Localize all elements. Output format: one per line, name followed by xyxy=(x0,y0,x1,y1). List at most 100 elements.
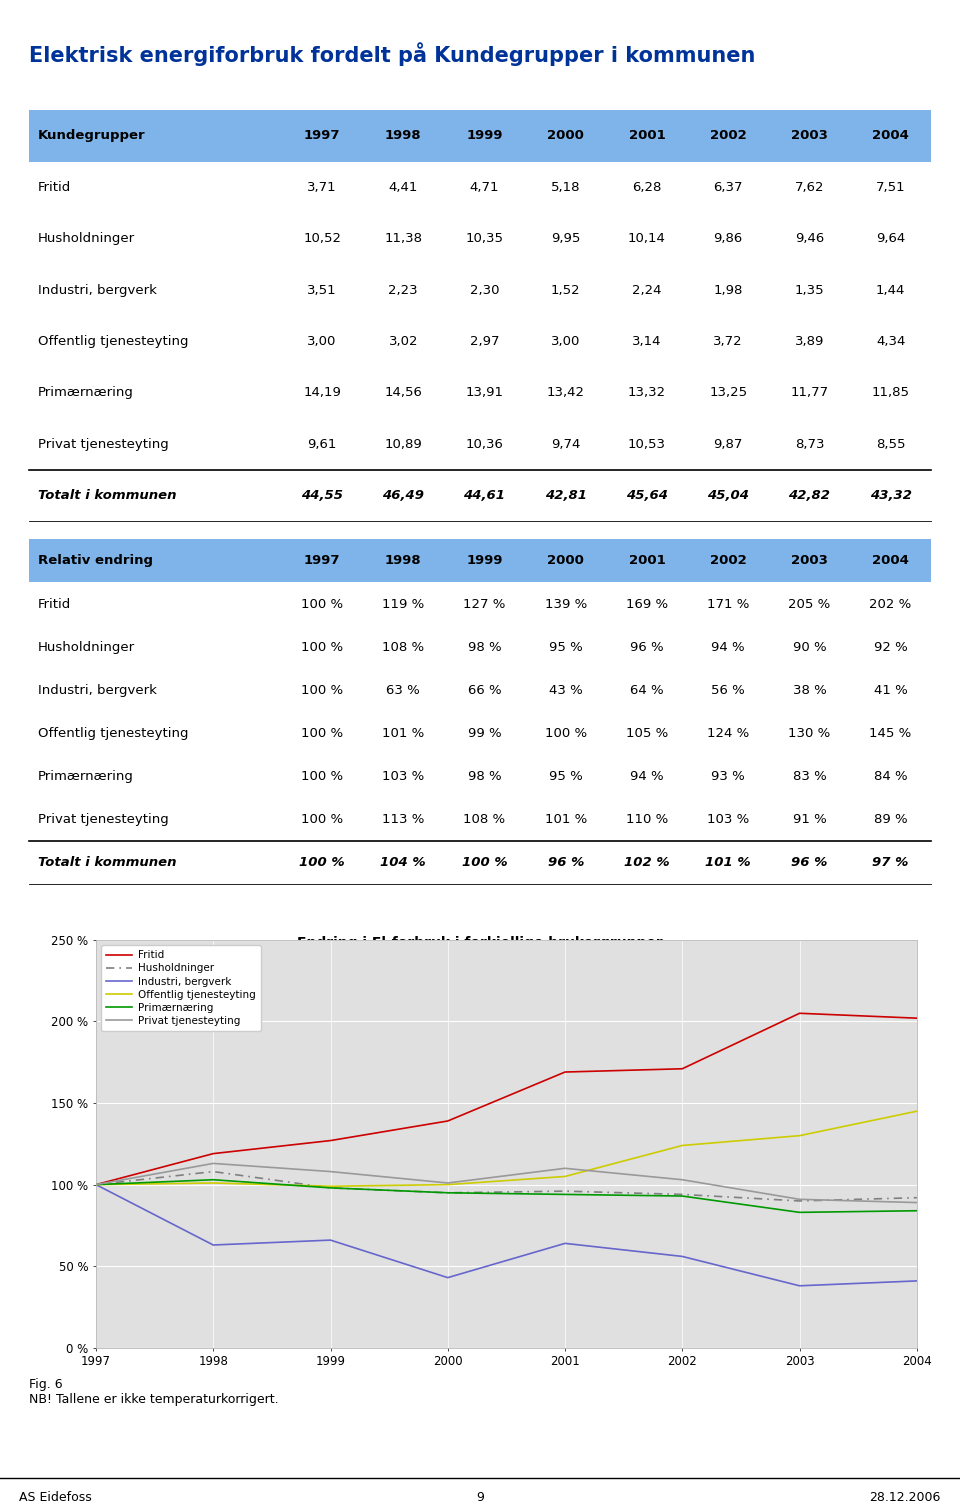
Bar xyxy=(850,712,931,756)
Text: 98 %: 98 % xyxy=(468,769,501,783)
Text: 43 %: 43 % xyxy=(549,683,583,697)
Text: 93 %: 93 % xyxy=(711,769,745,783)
Bar xyxy=(444,756,525,798)
Text: 2,30: 2,30 xyxy=(469,284,499,296)
Bar xyxy=(363,419,444,470)
Text: 1998: 1998 xyxy=(385,130,421,142)
Bar xyxy=(281,316,363,367)
Bar xyxy=(687,419,769,470)
Bar xyxy=(769,264,850,316)
Text: 2001: 2001 xyxy=(629,555,665,568)
Bar xyxy=(29,583,281,626)
Text: 2004: 2004 xyxy=(872,555,909,568)
Bar xyxy=(607,756,687,798)
Text: 41 %: 41 % xyxy=(874,683,907,697)
Bar xyxy=(281,626,363,668)
Text: 6,37: 6,37 xyxy=(713,181,743,193)
Text: 100 %: 100 % xyxy=(301,597,343,610)
Bar xyxy=(687,668,769,712)
Text: 2,97: 2,97 xyxy=(469,335,499,348)
Bar xyxy=(444,840,525,884)
Bar xyxy=(363,213,444,264)
Text: 94 %: 94 % xyxy=(630,769,663,783)
Bar xyxy=(687,316,769,367)
Text: 96 %: 96 % xyxy=(547,855,584,869)
Text: 3,72: 3,72 xyxy=(713,335,743,348)
Text: 10,35: 10,35 xyxy=(466,233,503,245)
Bar xyxy=(363,712,444,756)
Text: 9,86: 9,86 xyxy=(713,233,743,245)
Bar xyxy=(850,162,931,213)
Text: 14,19: 14,19 xyxy=(303,387,341,399)
Text: 9: 9 xyxy=(476,1491,484,1505)
Text: 100 %: 100 % xyxy=(301,727,343,740)
Bar xyxy=(607,583,687,626)
Text: 11,77: 11,77 xyxy=(790,387,828,399)
Text: 9,61: 9,61 xyxy=(307,438,337,450)
Text: 7,51: 7,51 xyxy=(876,181,905,193)
Text: 100 %: 100 % xyxy=(301,769,343,783)
Text: 1999: 1999 xyxy=(467,130,503,142)
Bar xyxy=(525,213,607,264)
Text: 13,91: 13,91 xyxy=(466,387,503,399)
Bar xyxy=(850,367,931,419)
Bar xyxy=(525,668,607,712)
Bar xyxy=(363,583,444,626)
Text: 100 %: 100 % xyxy=(301,641,343,654)
Bar xyxy=(363,367,444,419)
Text: Offentlig tjenesteyting: Offentlig tjenesteyting xyxy=(37,727,188,740)
Text: Offentlig tjenesteyting: Offentlig tjenesteyting xyxy=(37,335,188,348)
Text: 42,82: 42,82 xyxy=(788,490,830,502)
Bar xyxy=(687,110,769,162)
Text: Kundegrupper: Kundegrupper xyxy=(37,130,146,142)
Bar xyxy=(850,264,931,316)
Bar xyxy=(850,539,931,582)
Bar xyxy=(525,316,607,367)
Text: 10,89: 10,89 xyxy=(384,438,422,450)
Text: 95 %: 95 % xyxy=(549,641,583,654)
Bar xyxy=(29,264,281,316)
Text: 64 %: 64 % xyxy=(630,683,663,697)
Text: 1,44: 1,44 xyxy=(876,284,905,296)
Text: 102 %: 102 % xyxy=(624,855,670,869)
Bar xyxy=(525,110,607,162)
Bar xyxy=(444,367,525,419)
Text: 1997: 1997 xyxy=(303,130,341,142)
Text: 3,00: 3,00 xyxy=(551,335,581,348)
Text: 119 %: 119 % xyxy=(382,597,424,610)
Bar xyxy=(769,367,850,419)
Bar xyxy=(525,539,607,582)
Text: 56 %: 56 % xyxy=(711,683,745,697)
Text: 99 %: 99 % xyxy=(468,727,501,740)
Text: 108 %: 108 % xyxy=(382,641,424,654)
Text: 145 %: 145 % xyxy=(870,727,912,740)
Bar xyxy=(363,756,444,798)
Bar xyxy=(525,583,607,626)
Text: 2001: 2001 xyxy=(629,130,665,142)
Text: 3,71: 3,71 xyxy=(307,181,337,193)
Text: 1998: 1998 xyxy=(385,555,421,568)
Text: 10,53: 10,53 xyxy=(628,438,666,450)
Bar xyxy=(29,419,281,470)
Bar xyxy=(607,668,687,712)
Bar xyxy=(281,840,363,884)
Bar xyxy=(363,668,444,712)
Bar xyxy=(29,110,281,162)
Bar xyxy=(607,419,687,470)
Bar xyxy=(687,470,769,521)
Text: 2002: 2002 xyxy=(709,555,747,568)
Text: 3,51: 3,51 xyxy=(307,284,337,296)
Text: 113 %: 113 % xyxy=(382,813,424,827)
Text: 3,89: 3,89 xyxy=(795,335,824,348)
Text: Privat tjenesteyting: Privat tjenesteyting xyxy=(37,438,169,450)
Text: 2,24: 2,24 xyxy=(633,284,661,296)
Legend: Fritid, Husholdninger, Industri, bergverk, Offentlig tjenesteyting, Primærnæring: Fritid, Husholdninger, Industri, bergver… xyxy=(101,944,260,1031)
Text: 3,14: 3,14 xyxy=(633,335,661,348)
Text: Fritid: Fritid xyxy=(37,597,71,610)
Bar xyxy=(769,110,850,162)
Text: 3,00: 3,00 xyxy=(307,335,337,348)
Text: 13,25: 13,25 xyxy=(709,387,747,399)
Bar xyxy=(687,798,769,840)
Text: 66 %: 66 % xyxy=(468,683,501,697)
Bar xyxy=(29,840,281,884)
